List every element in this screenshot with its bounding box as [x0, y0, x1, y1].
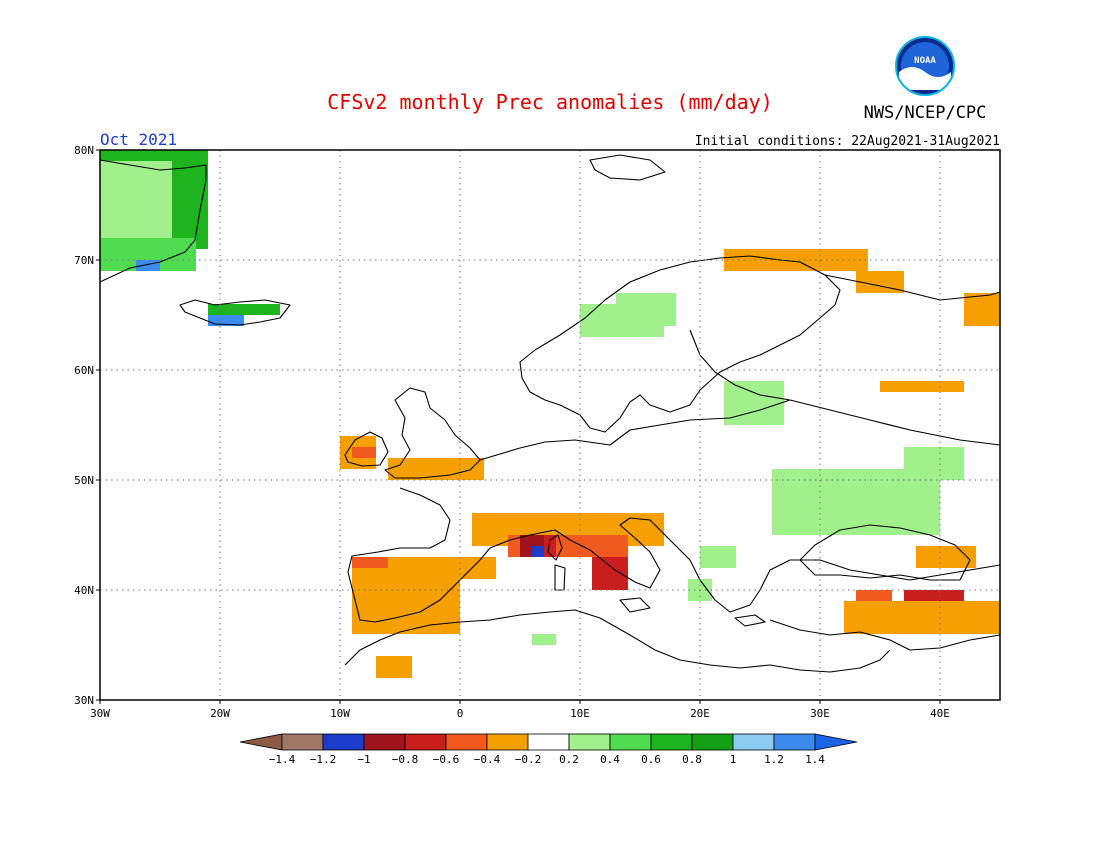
- anomaly-region: [856, 271, 904, 293]
- colorbar-tick-label: −1.2: [310, 753, 337, 766]
- lon-tick-label: 10W: [330, 707, 350, 720]
- anomaly-region: [724, 381, 784, 425]
- colorbar: −1.4 −1.2 −1 −0.8 −0.6 −0.4 −0.2 0.2 0.4 0.6 0.8 1 1…: [239, 733, 858, 766]
- anomaly-region: [208, 315, 244, 326]
- colorbar-tick-label: −0.8: [392, 753, 419, 766]
- anomaly-region: [532, 546, 544, 557]
- colorbar-swatch: [609, 733, 652, 751]
- colorbar-tick-label: 0.4: [600, 753, 620, 766]
- anomaly-region: [724, 249, 868, 271]
- initial-conditions: Initial conditions: 22Aug2021-31Aug2021: [695, 134, 1000, 149]
- anomaly-region: [844, 601, 1000, 634]
- anomaly-region: [856, 590, 892, 601]
- colorbar-swatch: [650, 733, 693, 751]
- lon-tick-label: 0: [457, 707, 464, 720]
- anomaly-region: [904, 590, 964, 601]
- lat-tick-label: 40N: [74, 584, 94, 597]
- anomaly-region: [352, 447, 376, 458]
- colorbar-swatch: [404, 733, 447, 751]
- anomaly-region: [532, 634, 556, 645]
- map-frame: [99, 149, 1001, 701]
- colorbar-tick-label: 0.8: [682, 753, 702, 766]
- agency-label: NWS/NCEP/CPC: [864, 103, 987, 123]
- noaa-logo-text: NOAA: [914, 56, 936, 66]
- lat-tick-label: 80N: [74, 144, 94, 157]
- anomaly-region: [904, 447, 964, 480]
- colorbar-swatch: [732, 733, 775, 751]
- forecast-month: Oct 2021: [100, 130, 177, 149]
- colorbar-tick-label: −0.2: [515, 753, 542, 766]
- colorbar-swatch: [568, 733, 611, 751]
- lon-tick-label: 20W: [210, 707, 230, 720]
- lon-tick-label: 30W: [90, 707, 110, 720]
- anomaly-region: [616, 293, 676, 326]
- anomaly-region: [592, 557, 628, 590]
- lat-tick-label: 50N: [74, 474, 94, 487]
- colorbar-tick-label: −1.4: [269, 753, 296, 766]
- lon-tick-label: 40E: [930, 707, 950, 720]
- latitude-labels: 30N 40N 50N 60N 70N 80N: [74, 144, 100, 707]
- colorbar-tick-label: −0.6: [433, 753, 460, 766]
- noaa-logo: NOAA: [895, 36, 955, 96]
- anomaly-region: [352, 557, 388, 568]
- lat-tick-label: 30N: [74, 694, 94, 707]
- colorbar-tick-label: −1: [357, 753, 370, 766]
- lon-tick-label: 10E: [570, 707, 590, 720]
- colorbar-swatch: [363, 733, 406, 751]
- longitude-labels: 30W 20W 10W 0 10E 20E 30E 40E: [90, 700, 950, 720]
- anomaly-region: [100, 161, 172, 238]
- colorbar-swatch: [486, 733, 529, 751]
- chart-title: CFSv2 monthly Prec anomalies (mm/day): [327, 90, 773, 114]
- colorbar-tick-label: 1.4: [805, 753, 825, 766]
- lat-tick-label: 70N: [74, 254, 94, 267]
- anomaly-region: [208, 304, 280, 315]
- coastlines: [99, 154, 1001, 673]
- anomaly-layer: [100, 150, 1000, 678]
- colorbar-tick-label: 0.6: [641, 753, 661, 766]
- lon-tick-label: 20E: [690, 707, 710, 720]
- colorbar-swatch: [691, 733, 734, 751]
- colorbar-swatch: [322, 733, 365, 751]
- anomaly-region: [880, 381, 964, 392]
- anomaly-region: [376, 656, 412, 678]
- colorbar-swatch: [445, 733, 488, 751]
- colorbar-tick-label: −0.4: [474, 753, 501, 766]
- lat-tick-label: 60N: [74, 364, 94, 377]
- colorbar-arrow-low: [239, 733, 283, 751]
- colorbar-swatch: [281, 733, 324, 751]
- colorbar-swatch: [773, 733, 816, 751]
- colorbar-swatch: [527, 733, 570, 751]
- colorbar-tick-label: 1.2: [764, 753, 784, 766]
- graticule: [100, 150, 1000, 700]
- colorbar-tick-label: 1: [730, 753, 737, 766]
- anomaly-region: [136, 260, 160, 271]
- colorbar-tick-label: 0.2: [559, 753, 579, 766]
- lon-tick-label: 30E: [810, 707, 830, 720]
- anomaly-region: [700, 546, 736, 568]
- colorbar-arrow-high: [814, 733, 858, 751]
- anomaly-region: [964, 293, 1000, 326]
